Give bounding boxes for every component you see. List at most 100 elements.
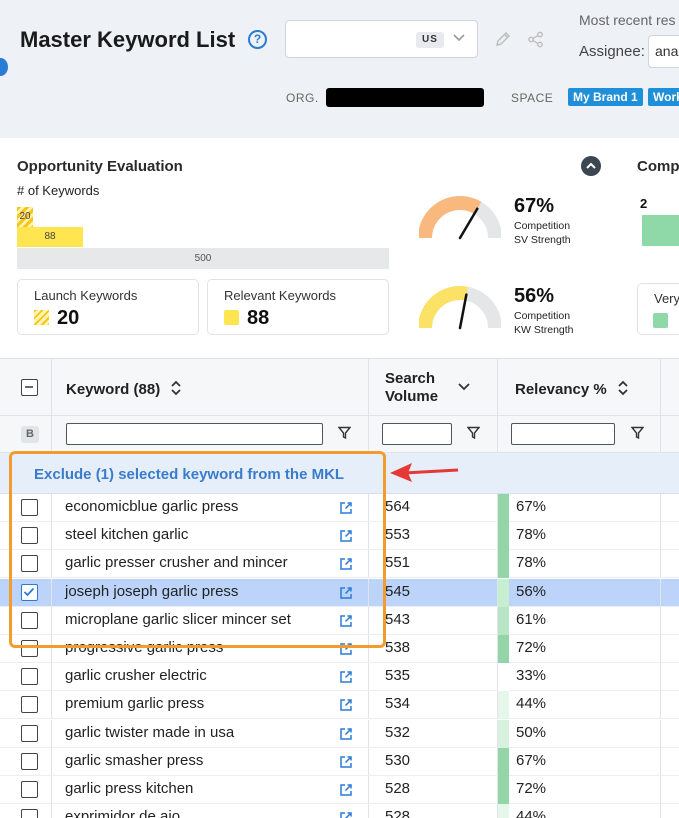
keyword-cell: premium garlic press (65, 695, 205, 713)
relevancy-cell: 67% (516, 498, 547, 515)
column-search-volume[interactable]: Search Volume (385, 370, 438, 406)
keyword-cell: garlic crusher electric (65, 667, 207, 685)
filter-icon[interactable] (631, 426, 644, 440)
table-row[interactable]: economicblue garlic press 564 67% (0, 494, 679, 522)
select-all-checkbox[interactable] (21, 379, 38, 396)
competition-card: Comp 2 Very (625, 140, 679, 348)
bulk-badge[interactable]: B (21, 426, 39, 443)
table-row[interactable]: garlic press kitchen 528 72% (0, 776, 679, 804)
space-tag-work[interactable]: Work (648, 88, 679, 106)
table-row[interactable]: garlic smasher press 530 67% (0, 747, 679, 776)
pencil-icon[interactable] (494, 30, 512, 48)
exclude-selected-button[interactable]: Exclude (1) selected keyword from the MK… (34, 466, 345, 483)
sv-strength-caption-2: SV Strength (514, 234, 571, 246)
row-checkbox[interactable] (21, 668, 38, 686)
space-tag-my-brand[interactable]: My Brand 1 (568, 88, 643, 106)
table-row[interactable]: joseph joseph garlic press 545 56% (0, 578, 679, 607)
external-link-icon[interactable] (339, 670, 353, 684)
column-relevancy[interactable]: Relevancy % (515, 379, 629, 398)
table-row[interactable]: microplane garlic slicer mincer set 543 61… (0, 606, 679, 635)
table-row[interactable]: garlic crusher electric 535 33% (0, 663, 679, 692)
external-link-icon[interactable] (339, 727, 353, 741)
external-link-icon[interactable] (339, 811, 353, 818)
competition-bar (642, 215, 679, 246)
kw-strength-caption-2: KW Strength (514, 324, 574, 336)
filter-icon[interactable] (467, 426, 480, 440)
table-row[interactable]: garlic presser crusher and mincer 551 78% (0, 550, 679, 579)
relevancy-cell: 33% (516, 667, 547, 685)
relevancy-indicator (498, 578, 509, 607)
keyword-cell: economicblue garlic press (65, 498, 239, 515)
keywords-count-label: # of Keywords (17, 183, 100, 198)
search-volume-cell: 530 (385, 751, 411, 769)
table-row[interactable]: garlic twister made in usa 532 50% (0, 719, 679, 748)
keyword-cell: garlic presser crusher and mincer (65, 554, 288, 572)
keyword-cell: steel kitchen garlic (65, 526, 189, 544)
external-link-icon[interactable] (339, 614, 353, 628)
competition-value: 2 (640, 196, 648, 211)
row-checkbox[interactable] (21, 640, 38, 657)
relevancy-cell: 44% (516, 695, 547, 713)
search-volume-cell: 532 (385, 723, 411, 741)
relevancy-filter-input[interactable] (511, 423, 615, 445)
row-checkbox[interactable] (21, 527, 38, 545)
external-link-icon[interactable] (339, 501, 353, 515)
external-link-icon[interactable] (339, 529, 353, 543)
column-search-volume-label-2: Volume (385, 388, 439, 405)
assignee-input[interactable]: ana (648, 35, 679, 68)
row-checkbox[interactable] (21, 555, 38, 573)
external-link-icon[interactable] (339, 698, 353, 712)
row-checkbox[interactable] (21, 583, 38, 601)
page-title: Master Keyword List (20, 27, 236, 52)
red-arrow-annotation (390, 463, 459, 482)
row-checkbox[interactable] (21, 499, 38, 516)
relevancy-cell: 72% (516, 639, 547, 656)
sort-desc-icon[interactable] (457, 381, 471, 393)
table-row[interactable]: steel kitchen garlic 553 78% (0, 522, 679, 551)
competition-legend-box: Very (637, 283, 679, 335)
external-link-icon[interactable] (339, 783, 353, 797)
sv-strength-caption-1: Competition (514, 220, 571, 232)
row-checkbox[interactable] (21, 781, 38, 798)
keyword-filter-input[interactable] (66, 423, 323, 445)
collapse-button[interactable] (581, 156, 601, 176)
country-select[interactable]: US (285, 20, 478, 58)
external-link-icon[interactable] (339, 557, 353, 571)
search-volume-cell: 535 (385, 667, 411, 685)
keyword-cell: exprimidor de ajo (65, 808, 181, 818)
relevancy-cell: 72% (516, 780, 547, 797)
table-row[interactable]: progressive garlic press 538 72% (0, 635, 679, 663)
row-checkbox[interactable] (21, 752, 38, 770)
volume-filter-input[interactable] (382, 423, 452, 445)
external-link-icon[interactable] (339, 586, 353, 600)
row-checkbox[interactable] (21, 696, 38, 714)
row-checkbox[interactable] (21, 611, 38, 629)
keyword-cell: joseph joseph garlic press (65, 582, 239, 600)
external-link-icon[interactable] (339, 642, 353, 656)
search-volume-cell: 534 (385, 695, 411, 713)
relevancy-cell: 44% (516, 808, 547, 818)
share-icon[interactable] (527, 31, 544, 48)
relevancy-indicator (498, 606, 509, 635)
recent-label: Most recent res (579, 12, 676, 28)
column-relevancy-label: Relevancy % (515, 381, 607, 398)
relevancy-cell: 50% (516, 723, 547, 741)
org-label: ORG. (286, 91, 319, 105)
question-circle-icon[interactable]: ? (248, 30, 267, 49)
external-link-icon[interactable] (339, 755, 353, 769)
table-row[interactable]: exprimidor de ajo 528 44% (0, 804, 679, 818)
kw-strength-caption-1: Competition (514, 310, 571, 322)
kw-strength-gauge (419, 286, 501, 330)
keyword-table: Keyword (88) Search Volume Relevancy % B (0, 358, 679, 818)
search-volume-cell: 528 (385, 808, 411, 818)
filter-icon[interactable] (338, 426, 351, 440)
relevancy-cell: 61% (516, 610, 547, 628)
checkmark-icon (23, 587, 35, 596)
row-checkbox[interactable] (21, 724, 38, 742)
minus-icon (25, 386, 33, 388)
sidebar-toggle-button[interactable] (0, 58, 8, 76)
column-keyword[interactable]: Keyword (88) (66, 379, 182, 398)
row-checkbox[interactable] (21, 809, 38, 818)
relevancy-cell: 67% (516, 751, 547, 769)
table-row[interactable]: premium garlic press 534 44% (0, 691, 679, 720)
